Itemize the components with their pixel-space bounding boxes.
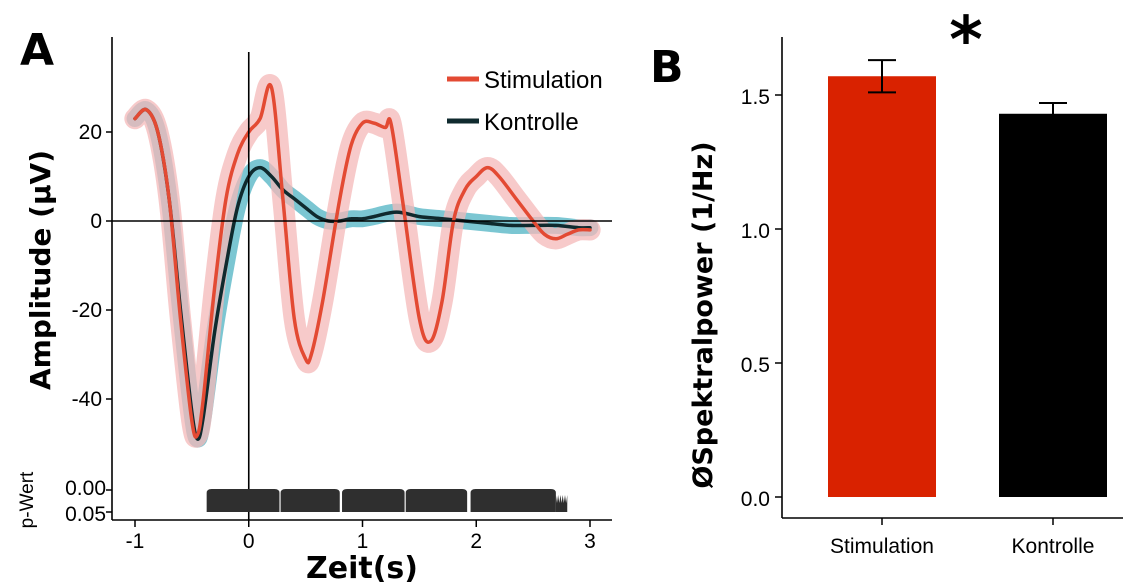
y-tick-label: 0	[90, 210, 102, 233]
x-tick-label: 2	[470, 530, 482, 553]
bar-x-ticks: Stimulation Kontrolle	[830, 518, 1094, 558]
p-tail-segment	[555, 495, 568, 512]
panel-b: B ØSpektralpower (1/Hz) 0.0 0.5 1.0 1.5 Sti…	[650, 4, 1123, 558]
bar-y-tick-label: 0.5	[741, 354, 770, 377]
p-value-title: p-Wert	[17, 471, 38, 528]
panel-a: A Amplitude (µV) 20 0 -20 -40 -1 0 1 2 3 p-Wert…	[17, 25, 612, 584]
legend: Stimulation Kontrolle	[447, 67, 603, 136]
bar-y-axis-title: ØSpektralpower (1/Hz)	[688, 141, 719, 488]
p-significant-segment	[206, 489, 280, 512]
p-tick-005: 0.05	[65, 503, 106, 526]
series-lines	[133, 82, 592, 441]
x-tick-label: 3	[584, 530, 596, 553]
legend-label-stimulation: Stimulation	[484, 67, 603, 94]
y-tick-label: 20	[79, 121, 102, 144]
bars	[828, 76, 1107, 498]
y-axis-title: Amplitude (µV)	[24, 150, 57, 390]
bar-x-tick-label: Stimulation	[830, 535, 934, 558]
x-tick-label: 0	[243, 530, 255, 553]
bar-y-ticks: 0.0 0.5 1.0 1.5	[741, 86, 782, 511]
p-significant-segment	[405, 489, 468, 512]
p-significant-segment	[470, 489, 556, 512]
y-tick-label: -40	[72, 388, 102, 411]
bar-y-tick-label: 1.5	[741, 86, 770, 109]
y-ticks: 20 0 -20 -40	[72, 121, 112, 411]
series-line-stimulation	[133, 82, 592, 439]
bar-y-tick-label: 0.0	[741, 488, 770, 511]
bar-y-tick-label: 1.0	[741, 220, 770, 243]
p-significant-segment	[280, 489, 340, 512]
bar-kontrolle	[999, 113, 1107, 497]
x-tick-label: -1	[126, 530, 145, 553]
panel-a-label: A	[20, 25, 54, 76]
p-tick-0: 0.00	[65, 477, 106, 500]
significance-asterisk: *	[949, 4, 982, 78]
p-significant-segment	[342, 489, 405, 512]
bar-stimulation	[828, 76, 936, 498]
bar-x-tick-label: Kontrolle	[1012, 535, 1095, 558]
panel-b-label: B	[650, 42, 684, 93]
p-value-strip	[106, 489, 568, 513]
legend-label-kontrolle: Kontrolle	[484, 109, 579, 136]
y-tick-label: -20	[72, 299, 102, 322]
x-axis-title: Zeit(s)	[306, 551, 418, 584]
x-ticks: -1 0 1 2 3	[126, 520, 596, 553]
x-tick-label: 1	[357, 530, 369, 553]
error-bars	[868, 59, 1067, 126]
